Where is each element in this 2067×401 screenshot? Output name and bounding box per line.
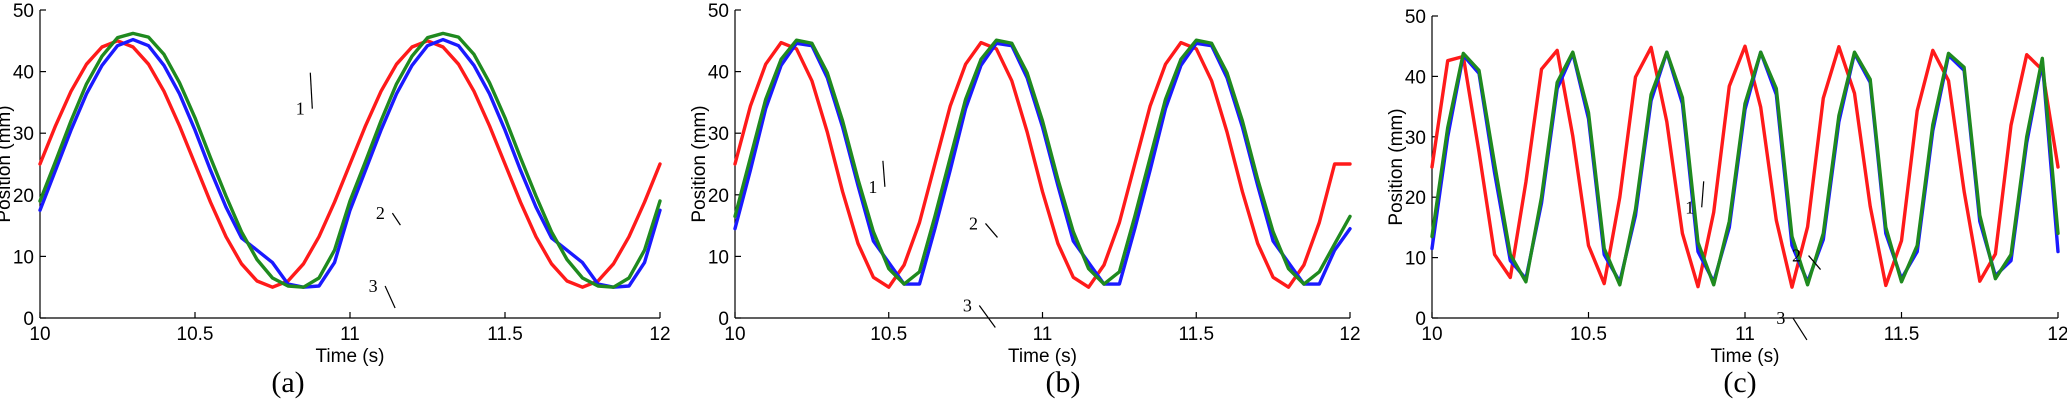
curve-annotation: 2 [1792, 246, 1801, 266]
y-tick-label: 50 [708, 1, 729, 22]
x-tick-label: 11 [340, 324, 360, 345]
series-line-2 [733, 38, 1352, 286]
annotation-leader [1701, 181, 1705, 208]
x-tick-label: 10 [29, 324, 50, 345]
curve-annotation: 1 [868, 177, 877, 197]
y-tick-label: 50 [1405, 7, 1426, 28]
panel-label: (c) [1723, 366, 1756, 399]
y-tick-label: 30 [708, 124, 729, 145]
x-tick-label: 11 [1033, 324, 1053, 345]
x-tick-label: 11.5 [1178, 324, 1214, 345]
annotation-leader [985, 223, 998, 238]
panel-label: (a) [271, 366, 304, 399]
x-axis-title: Time (s) [316, 346, 385, 367]
series-line-3 [1430, 50, 2060, 284]
curve-annotation: 3 [963, 296, 972, 316]
curve-annotation: 2 [969, 213, 978, 233]
y-tick-label: 10 [1405, 249, 1426, 270]
x-tick-label: 11 [1735, 324, 1755, 345]
annotation-leader [384, 285, 396, 309]
x-tick-label: 10.5 [870, 324, 907, 345]
y-axis-title: Position (mm) [0, 105, 15, 222]
y-tick-label: 20 [13, 186, 34, 207]
y-tick-label: 30 [1405, 128, 1426, 149]
x-tick-label: 11.5 [1884, 324, 1920, 345]
annotation-leader [882, 160, 886, 187]
x-tick-label: 10 [724, 324, 745, 345]
annotation-leader [1792, 317, 1808, 341]
series-line-2 [38, 31, 662, 289]
x-axis-title: Time (s) [1711, 346, 1780, 367]
series-line-3 [733, 41, 1352, 286]
annotation-leader [1808, 255, 1822, 270]
x-tick-label: 10.5 [1570, 324, 1607, 345]
y-tick-label: 0 [23, 309, 34, 330]
y-axis-title: Position (mm) [689, 105, 710, 222]
y-tick-label: 0 [718, 309, 729, 330]
x-tick-label: 11.5 [487, 324, 523, 345]
y-tick-label: 20 [708, 186, 729, 207]
y-tick-label: 50 [13, 1, 34, 22]
curve-annotation: 3 [369, 276, 378, 296]
x-tick-label: 10 [1421, 324, 1442, 345]
series-line-1 [1430, 44, 2060, 289]
curve-annotation: 3 [1776, 308, 1785, 328]
curve-annotation: 2 [376, 203, 385, 223]
y-tick-label: 40 [13, 63, 34, 84]
y-tick-label: 10 [708, 247, 729, 268]
y-tick-label: 10 [13, 247, 34, 268]
y-tick-label: 40 [1405, 67, 1426, 88]
y-axis-title: Position (mm) [1386, 108, 1407, 225]
x-tick-label: 12 [2047, 324, 2067, 345]
y-tick-label: 0 [1415, 309, 1426, 330]
series-line-1 [38, 39, 662, 289]
y-tick-label: 20 [1405, 188, 1426, 209]
curve-annotation: 1 [296, 99, 305, 119]
y-tick-label: 40 [708, 63, 729, 84]
x-tick-label: 10.5 [177, 324, 214, 345]
x-tick-label: 12 [1339, 324, 1360, 345]
y-tick-label: 30 [13, 124, 34, 145]
annotation-leader [978, 305, 996, 328]
series-line-1 [733, 40, 1352, 289]
curve-annotation: 1 [1685, 197, 1694, 217]
series-line-2 [1430, 50, 2060, 287]
annotation-leader [309, 72, 313, 109]
x-axis-title: Time (s) [1008, 346, 1077, 367]
x-tick-label: 12 [649, 324, 670, 345]
panel-label: (b) [1046, 366, 1081, 399]
annotation-leader [391, 212, 401, 226]
